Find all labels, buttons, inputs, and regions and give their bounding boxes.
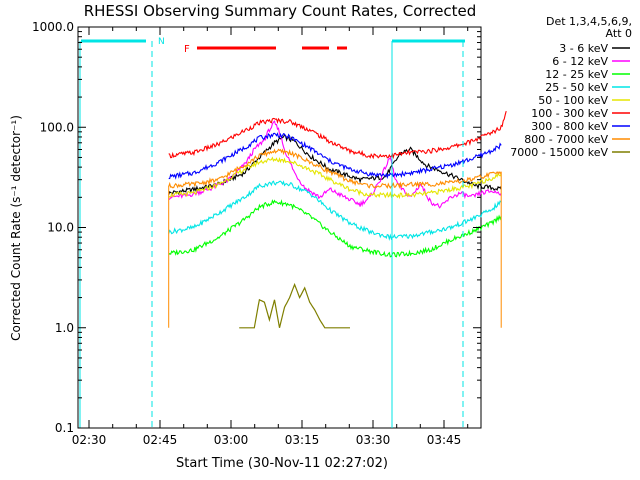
legend-item-label: 12 - 25 keV	[545, 68, 608, 81]
y-tick-label: 1.0	[55, 321, 74, 335]
legend-item-label: 3 - 6 keV	[559, 42, 608, 55]
x-tick-label: 02:30	[72, 433, 107, 447]
plot-frame	[77, 26, 482, 429]
series-line-1	[168, 134, 502, 196]
x-tick-label: 02:45	[143, 433, 178, 447]
x-tick-label: 03:15	[285, 433, 320, 447]
x-axis-label: Start Time (30-Nov-11 02:27:02)	[176, 456, 388, 471]
legend-item-label: 50 - 100 keV	[538, 94, 608, 107]
series-line-3	[168, 199, 502, 258]
y-tick-label: 0.1	[55, 421, 74, 435]
night-marker-label: N	[158, 37, 165, 47]
x-tick-label: 03:30	[356, 433, 391, 447]
x-tick-label: 03:45	[427, 433, 462, 447]
x-tick-label: 03:00	[214, 433, 249, 447]
series-line-4	[168, 180, 502, 242]
series-line-8	[168, 148, 502, 189]
series-line-5	[168, 156, 502, 200]
y-tick-label: 10.0	[47, 221, 74, 235]
y-axis-label: Corrected Count Rate (s⁻¹ detector⁻¹)	[9, 115, 23, 341]
series-line-7	[168, 132, 502, 180]
series-layer	[168, 110, 507, 329]
chart-title: RHESSI Observing Summary Count Rates, Co…	[84, 2, 477, 20]
legend-item-label: 6 - 12 keV	[552, 55, 608, 68]
legend-item-label: 25 - 50 keV	[545, 81, 608, 94]
legend-header: Det 1,3,4,5,6,9,	[546, 15, 632, 28]
legend-item-label: 800 - 7000 keV	[524, 133, 608, 146]
legend-header: Att 0	[606, 27, 632, 40]
series-line-9	[239, 282, 350, 329]
legend-item-label: 7000 - 15000 keV	[510, 146, 608, 159]
y-tick-label: 1000.0	[32, 20, 74, 34]
marker-layer: NF	[79, 37, 465, 428]
series-line-6	[168, 110, 507, 160]
flare-marker-label: F	[184, 44, 190, 55]
legend-item-label: 100 - 300 keV	[531, 107, 608, 120]
y-tick-label: 100.0	[40, 120, 74, 134]
axes-layer: 0.1 1.0 10.0 100.0 1000.0 02:30 02:45 03:00 03:1…	[32, 20, 481, 447]
legend-item-label: 300 - 800 keV	[531, 120, 608, 133]
